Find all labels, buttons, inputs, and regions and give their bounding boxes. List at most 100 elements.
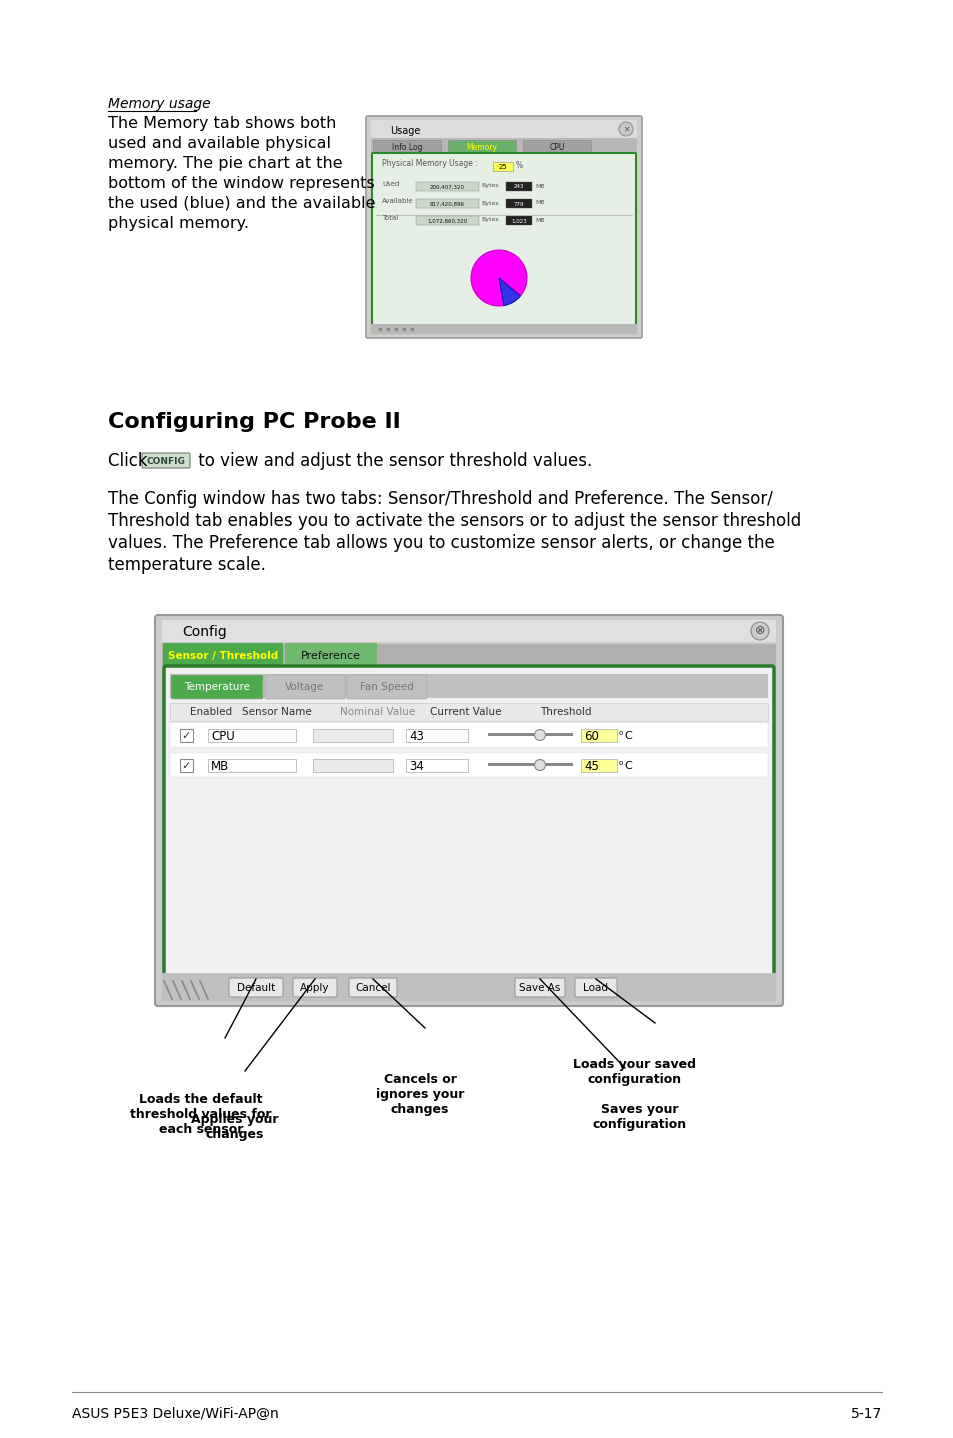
Bar xyxy=(371,138,637,154)
Bar xyxy=(416,198,478,209)
Text: MB: MB xyxy=(535,217,544,223)
Text: Nominal Value: Nominal Value xyxy=(339,707,415,718)
Bar xyxy=(371,324,637,334)
Wedge shape xyxy=(471,250,526,306)
Text: Save As: Save As xyxy=(518,984,560,994)
Text: The Memory tab shows both: The Memory tab shows both xyxy=(108,116,336,131)
Bar xyxy=(170,754,767,777)
Bar xyxy=(416,183,478,191)
Text: 1,072,860,320: 1,072,860,320 xyxy=(426,219,467,223)
Text: 5-17: 5-17 xyxy=(850,1406,882,1421)
Text: Apply: Apply xyxy=(300,984,330,994)
Text: Preference: Preference xyxy=(301,651,360,661)
Bar xyxy=(371,119,637,138)
Text: Sensor Name: Sensor Name xyxy=(242,707,312,718)
Text: Temperature: Temperature xyxy=(184,682,250,692)
FancyBboxPatch shape xyxy=(372,152,636,334)
Bar xyxy=(373,139,440,154)
Text: %: % xyxy=(516,161,522,171)
Text: temperature scale.: temperature scale. xyxy=(108,557,266,574)
Bar xyxy=(522,139,590,154)
Circle shape xyxy=(534,729,545,741)
Text: Used: Used xyxy=(381,181,399,187)
Text: MB: MB xyxy=(211,759,229,772)
Text: Cancels or
ignores your
changes: Cancels or ignores your changes xyxy=(375,1073,464,1116)
FancyBboxPatch shape xyxy=(285,643,376,667)
Bar xyxy=(170,723,767,746)
FancyBboxPatch shape xyxy=(366,116,641,338)
Text: 200,407,320: 200,407,320 xyxy=(429,184,464,190)
Text: 45: 45 xyxy=(583,759,598,772)
FancyBboxPatch shape xyxy=(164,666,773,976)
Bar xyxy=(580,759,617,772)
FancyBboxPatch shape xyxy=(154,615,782,1007)
Circle shape xyxy=(618,122,633,137)
Bar xyxy=(448,139,516,154)
Bar xyxy=(406,729,468,742)
Text: Voltage: Voltage xyxy=(285,682,324,692)
Bar xyxy=(170,703,767,720)
Text: CONFIG: CONFIG xyxy=(147,456,185,466)
Text: used and available physical: used and available physical xyxy=(108,137,331,151)
FancyBboxPatch shape xyxy=(163,643,283,667)
Text: 34: 34 xyxy=(409,759,423,772)
Text: Config: Config xyxy=(182,626,227,638)
Bar xyxy=(180,759,193,772)
Text: ASUS P5E3 Deluxe/WiFi-AP@n: ASUS P5E3 Deluxe/WiFi-AP@n xyxy=(71,1406,278,1421)
Text: Bytes: Bytes xyxy=(480,200,498,206)
Bar xyxy=(580,729,617,742)
Text: Usage: Usage xyxy=(390,127,420,137)
Text: Fan Speed: Fan Speed xyxy=(359,682,414,692)
Bar xyxy=(162,620,775,641)
Text: Bytes: Bytes xyxy=(480,217,498,223)
Bar xyxy=(505,198,532,209)
Text: 1,023: 1,023 xyxy=(511,219,526,223)
Text: Cancel: Cancel xyxy=(355,984,391,994)
Bar xyxy=(488,733,573,736)
Text: 25: 25 xyxy=(498,164,507,170)
Text: MB: MB xyxy=(535,200,544,206)
Text: Applies your
changes: Applies your changes xyxy=(191,1113,278,1140)
Text: to view and adjust the sensor threshold values.: to view and adjust the sensor threshold … xyxy=(193,452,592,470)
Text: Click: Click xyxy=(108,452,152,470)
Text: MB: MB xyxy=(535,184,544,188)
Text: Memory usage: Memory usage xyxy=(108,96,211,111)
Bar xyxy=(162,644,775,666)
Wedge shape xyxy=(498,278,520,305)
Text: C: C xyxy=(623,761,631,771)
Text: Memory: Memory xyxy=(466,142,497,151)
Text: Threshold: Threshold xyxy=(539,707,591,718)
Text: Available: Available xyxy=(381,198,414,204)
Bar xyxy=(488,764,573,766)
Text: Bytes: Bytes xyxy=(480,184,498,188)
Text: memory. The pie chart at the: memory. The pie chart at the xyxy=(108,155,342,171)
Text: Current Value: Current Value xyxy=(430,707,501,718)
Text: CPU: CPU xyxy=(549,142,564,151)
Text: bottom of the window represents: bottom of the window represents xyxy=(108,175,375,191)
Text: CPU: CPU xyxy=(211,729,234,742)
FancyBboxPatch shape xyxy=(515,978,564,997)
Text: physical memory.: physical memory. xyxy=(108,216,249,232)
Text: Loads the default
threshold values for
each sensor: Loads the default threshold values for e… xyxy=(130,1093,272,1136)
Circle shape xyxy=(534,759,545,771)
Bar xyxy=(170,674,767,697)
FancyBboxPatch shape xyxy=(142,453,190,467)
Text: Sensor / Threshold: Sensor / Threshold xyxy=(168,651,278,661)
Text: 817,420,896: 817,420,896 xyxy=(429,201,464,207)
Circle shape xyxy=(750,623,768,640)
Text: Load: Load xyxy=(583,984,608,994)
FancyBboxPatch shape xyxy=(575,978,617,997)
Bar xyxy=(493,162,513,171)
Text: ✕: ✕ xyxy=(622,125,629,134)
Bar xyxy=(406,759,468,772)
FancyBboxPatch shape xyxy=(347,674,427,699)
FancyBboxPatch shape xyxy=(265,674,345,699)
Text: the used (blue) and the available: the used (blue) and the available xyxy=(108,196,375,211)
Text: o: o xyxy=(618,761,622,766)
Bar xyxy=(505,183,532,191)
Bar xyxy=(505,216,532,224)
Text: 43: 43 xyxy=(409,729,423,742)
Bar xyxy=(208,759,295,772)
Text: Configuring PC Probe II: Configuring PC Probe II xyxy=(108,413,400,431)
Bar xyxy=(313,729,393,742)
